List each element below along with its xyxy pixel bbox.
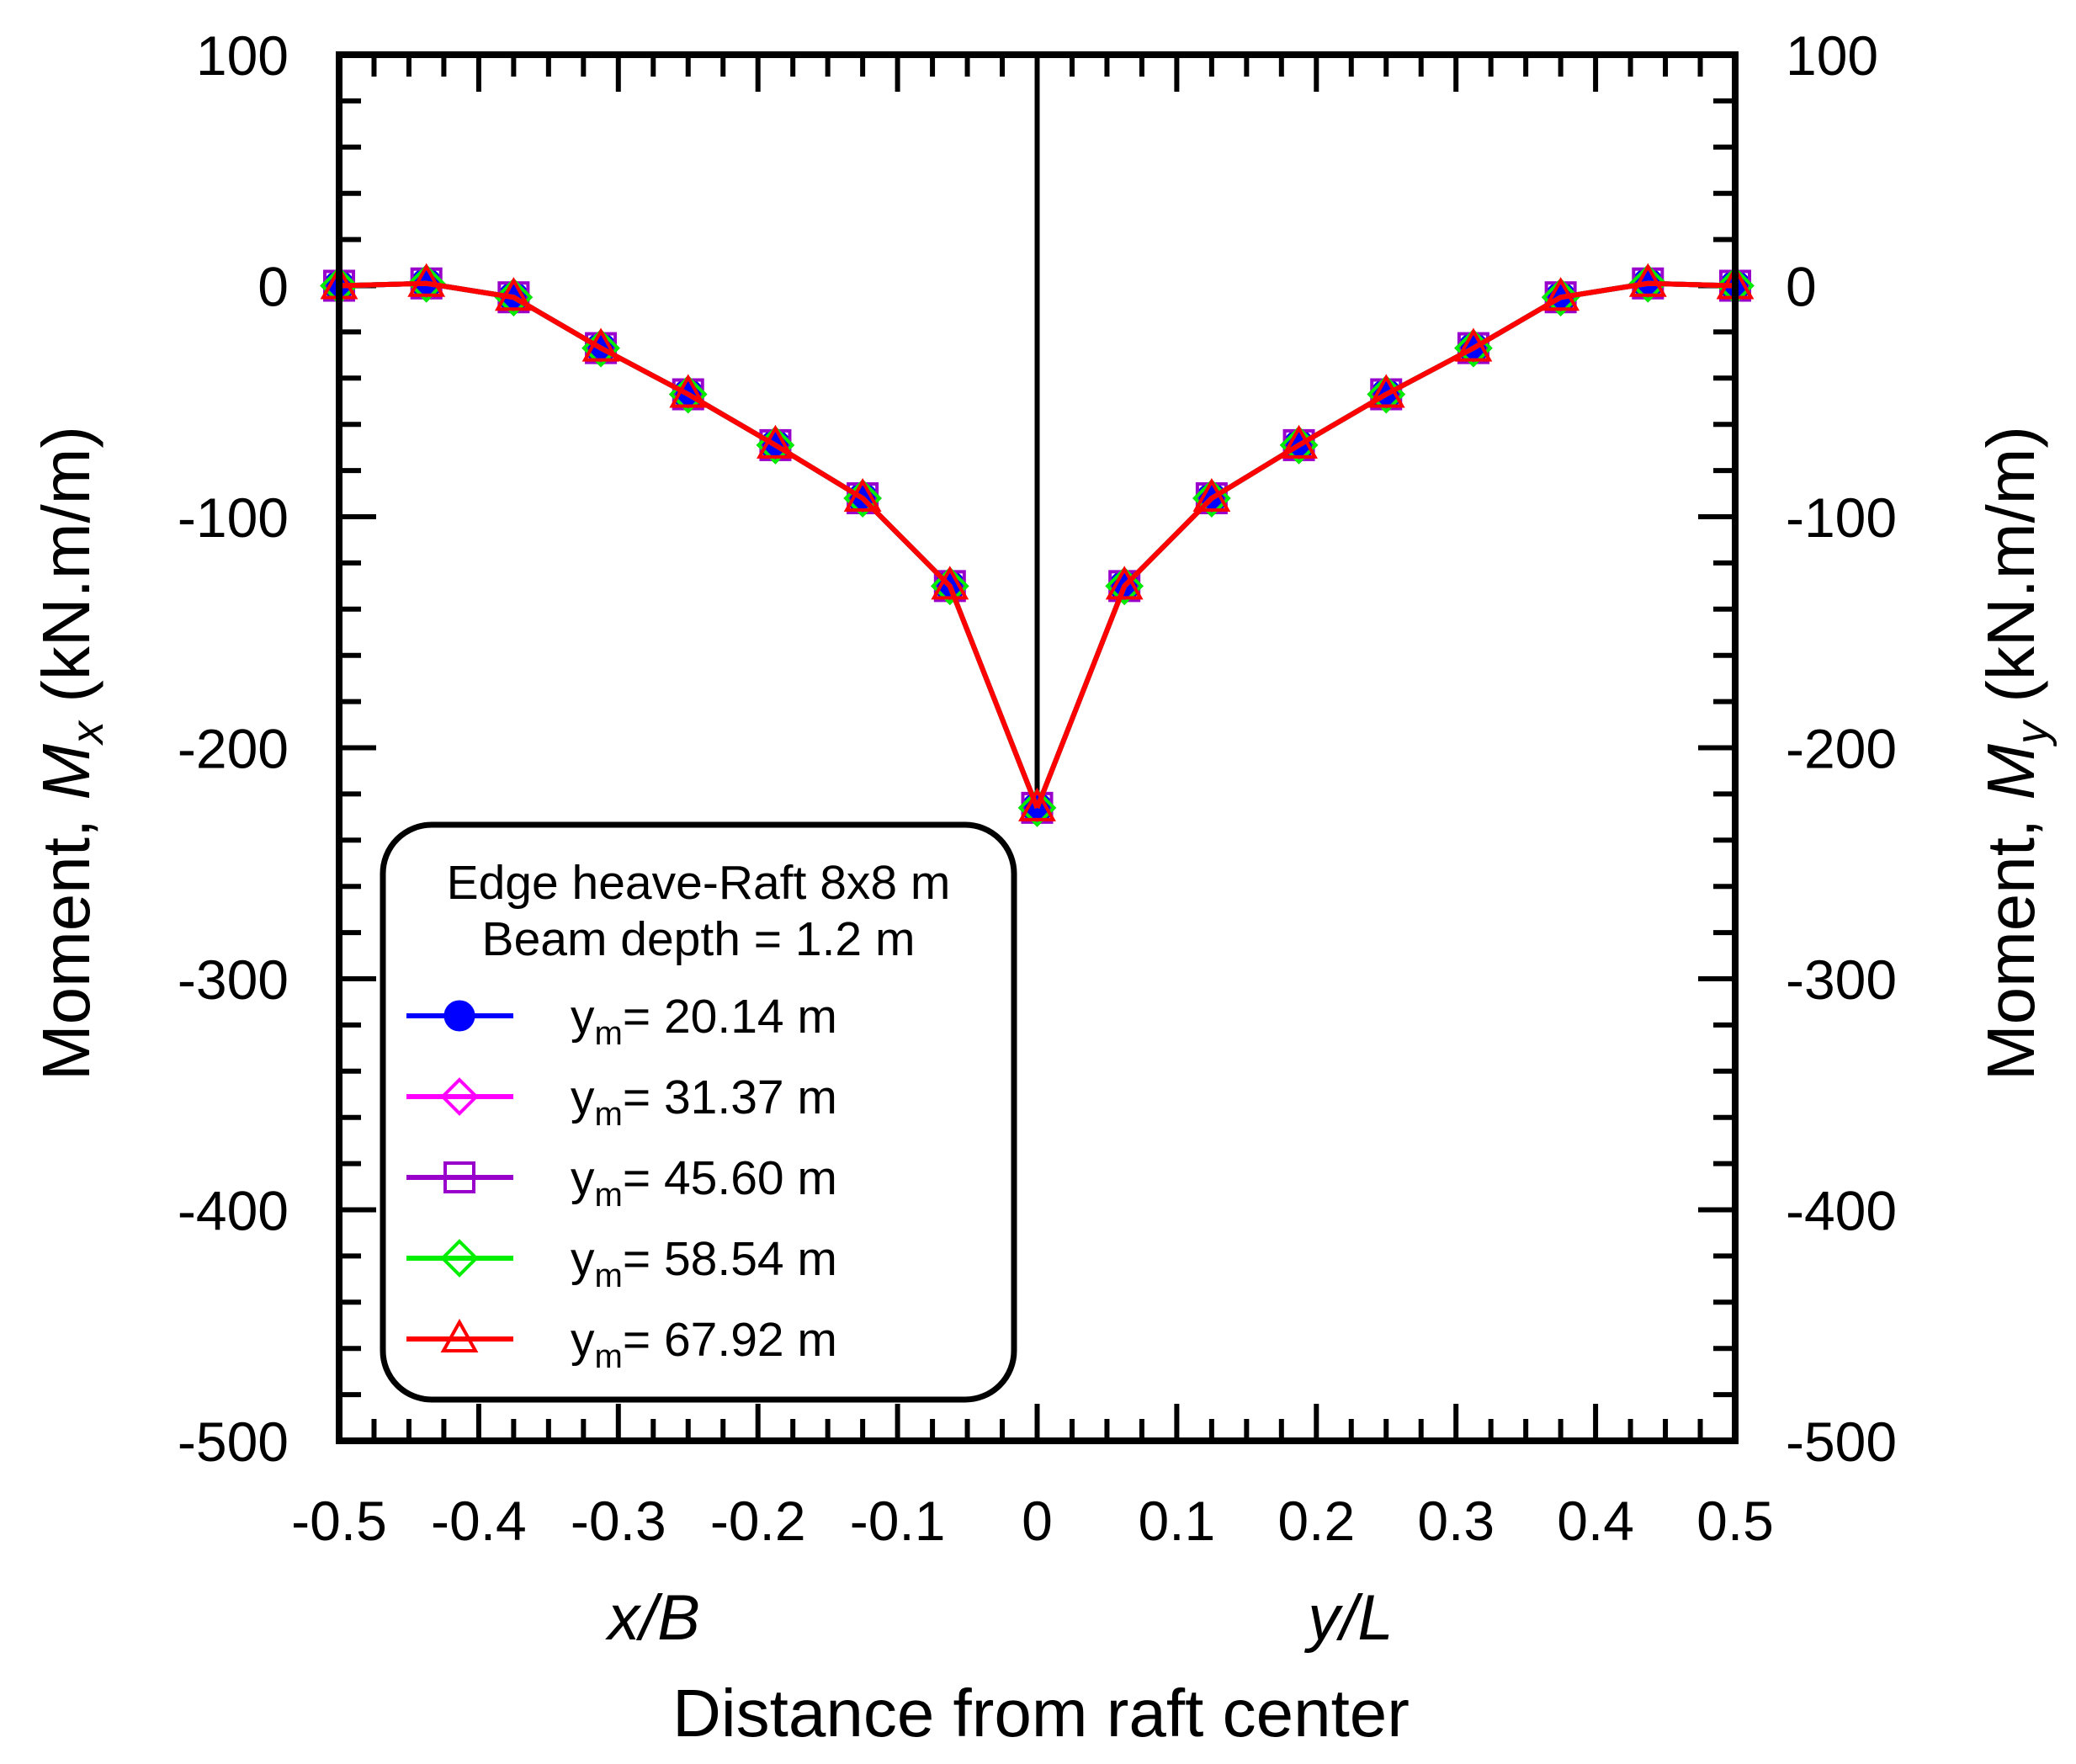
y-tick-label-right: -500 (1786, 1411, 1897, 1473)
data-point (1105, 566, 1144, 606)
y-tick-label-right: 100 (1786, 24, 1878, 87)
data-point (494, 278, 534, 317)
data-point (1367, 374, 1405, 408)
legend-marker (440, 1239, 479, 1278)
series-5 (320, 263, 1755, 821)
data-point (407, 263, 446, 297)
y-tick-label-left: -400 (178, 1180, 289, 1242)
x-tick-label: -0.2 (710, 1490, 806, 1552)
y-tick-label-left: -100 (178, 486, 289, 549)
y-tick-label-left: -200 (178, 718, 289, 780)
series-line-right (1034, 280, 1736, 809)
x-tick-label: 0.1 (1139, 1490, 1216, 1552)
series-line-right (1034, 280, 1736, 809)
y-axis-title-left: Moment, Mx (kN.m/m) (29, 426, 113, 1081)
data-point (1105, 566, 1144, 600)
data-point (1542, 277, 1580, 311)
data-point (1454, 327, 1493, 362)
x-tick-label: -0.1 (850, 1490, 946, 1552)
x-tick-label: 0.5 (1696, 1490, 1774, 1552)
data-point (1192, 477, 1231, 513)
y-tick-label-left: 0 (258, 256, 289, 318)
x-tick-label: -0.3 (571, 1490, 666, 1552)
legend-entry: ym= 58.54 m (406, 1232, 837, 1294)
x-axis-sub-left: x/B (604, 1582, 700, 1654)
series-line-left (338, 280, 1040, 809)
legend-entry: ym= 67.92 m (406, 1313, 837, 1375)
x-axis-title: Distance from raft center (672, 1676, 1410, 1751)
y-tick-label-right: 0 (1786, 256, 1817, 318)
data-point (931, 566, 969, 600)
x-tick-label: 0.2 (1277, 1490, 1355, 1552)
x-axis-sub-right: y/L (1303, 1582, 1393, 1654)
x-tick-label: 0 (1022, 1490, 1053, 1552)
series-line-right (1034, 280, 1736, 809)
x-tick-label: -0.5 (291, 1490, 387, 1552)
y-tick-label-right: -100 (1786, 486, 1897, 549)
legend-marker (443, 1161, 475, 1193)
legend-title-line1: Edge heave-Raft 8x8 m (447, 856, 951, 910)
series-group (320, 263, 1755, 827)
data-point (1018, 787, 1056, 821)
data-point (1017, 789, 1057, 827)
data-point (1541, 278, 1580, 317)
legend-entry: ym= 45.60 m (406, 1151, 837, 1214)
data-point (1628, 263, 1667, 297)
data-point (1280, 424, 1318, 459)
data-point (406, 263, 446, 303)
legend-label: ym= 20.14 m (571, 990, 837, 1052)
data-point (930, 566, 969, 606)
plot-frame (336, 51, 1739, 1444)
legend-entry: ym= 20.14 m (406, 990, 837, 1052)
x-tick-label: 0.4 (1557, 1490, 1634, 1552)
series-line-left (338, 280, 1040, 809)
series-line-right (1034, 280, 1736, 809)
x-tick-label: -0.4 (431, 1490, 527, 1552)
data-point (669, 374, 708, 408)
data-point (494, 277, 533, 311)
y-tick-label-left: -300 (178, 948, 289, 1011)
legend: Edge heave-Raft 8x8 m Beam depth = 1.2 m… (380, 821, 1017, 1403)
series-line-left (338, 280, 1040, 809)
y-tick-label-right: -300 (1786, 948, 1897, 1011)
legend-box (380, 821, 1017, 1403)
y-tick-label-left: -500 (178, 1411, 289, 1473)
legend-marker (440, 1077, 479, 1116)
series-line-left (338, 280, 1040, 809)
legend-marker (443, 1000, 475, 1032)
legend-label: ym= 45.60 m (571, 1151, 837, 1214)
legend-label: ym= 67.92 m (571, 1313, 837, 1375)
legend-entry: ym= 31.37 m (406, 1071, 837, 1133)
series-line-left (338, 280, 1040, 809)
series-line-right (1034, 280, 1736, 809)
y-axis-title-right: Moment, My (kN.m/m) (1973, 426, 2057, 1081)
legend-title-line2: Beam depth = 1.2 m (482, 912, 916, 966)
legend-label: ym= 58.54 m (571, 1232, 837, 1294)
y-tick-label-right: -400 (1786, 1180, 1897, 1242)
legend-marker (440, 1318, 479, 1352)
legend-entries: ym= 20.14 m ym= 31.37 m ym= 45.60 m ym= 58.… (406, 990, 837, 1375)
y-tick-label-right: -200 (1786, 718, 1897, 780)
tick-labels: -0.5 -0.4 -0.3 -0.2 -0.1 0 0.1 0.2 0.3 0.4 0.5 100 1… (178, 24, 1897, 1552)
x-tick-label: 0.3 (1417, 1490, 1495, 1552)
data-point (757, 424, 794, 459)
data-point (843, 477, 882, 513)
legend-label: ym= 31.37 m (571, 1071, 837, 1133)
data-point (1628, 263, 1668, 303)
data-point (581, 327, 620, 362)
y-tick-label-left: 100 (196, 24, 289, 87)
